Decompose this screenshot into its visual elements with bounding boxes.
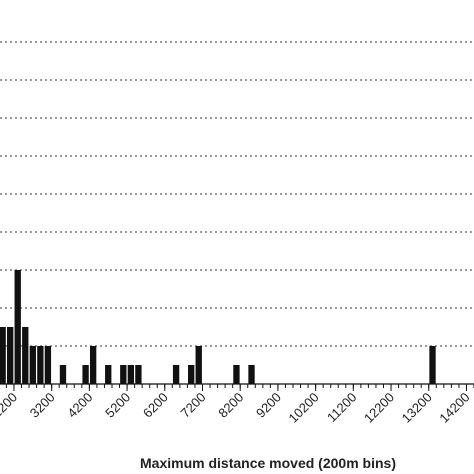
x-tick-label: 3200	[27, 390, 58, 421]
x-tick-label: 8200	[215, 390, 246, 421]
x-tick-label: 11200	[324, 390, 359, 425]
x-axis-title: Maximum distance moved (200m bins)	[140, 455, 396, 471]
bar	[233, 365, 240, 384]
bar	[14, 270, 21, 384]
x-tick-label: 6200	[140, 390, 171, 421]
bar	[44, 346, 52, 384]
x-tick-label: 10200	[286, 390, 322, 426]
x-tick-label: 2200	[0, 390, 20, 421]
bar	[135, 365, 142, 384]
x-tick-label: 9200	[253, 390, 284, 421]
x-tick-label: 14200	[436, 390, 472, 426]
bar	[429, 346, 436, 384]
x-tick-label: 12200	[361, 390, 397, 426]
bar	[195, 346, 202, 384]
bar	[248, 365, 255, 384]
bar	[89, 346, 97, 384]
bar	[0, 327, 6, 384]
bar	[172, 365, 180, 384]
x-tick-label: 13200	[399, 390, 435, 426]
bar	[29, 346, 36, 384]
bar	[7, 327, 14, 384]
bar	[22, 327, 29, 384]
bar	[59, 365, 67, 384]
x-tick-label: 4200	[64, 390, 95, 421]
x-tick-label: 7200	[178, 390, 209, 421]
bar	[105, 365, 112, 384]
bar	[188, 365, 195, 384]
bar	[120, 365, 127, 384]
x-tick-label: 5200	[102, 390, 133, 421]
bar	[37, 346, 44, 384]
bar	[127, 365, 135, 384]
bar	[82, 365, 89, 384]
